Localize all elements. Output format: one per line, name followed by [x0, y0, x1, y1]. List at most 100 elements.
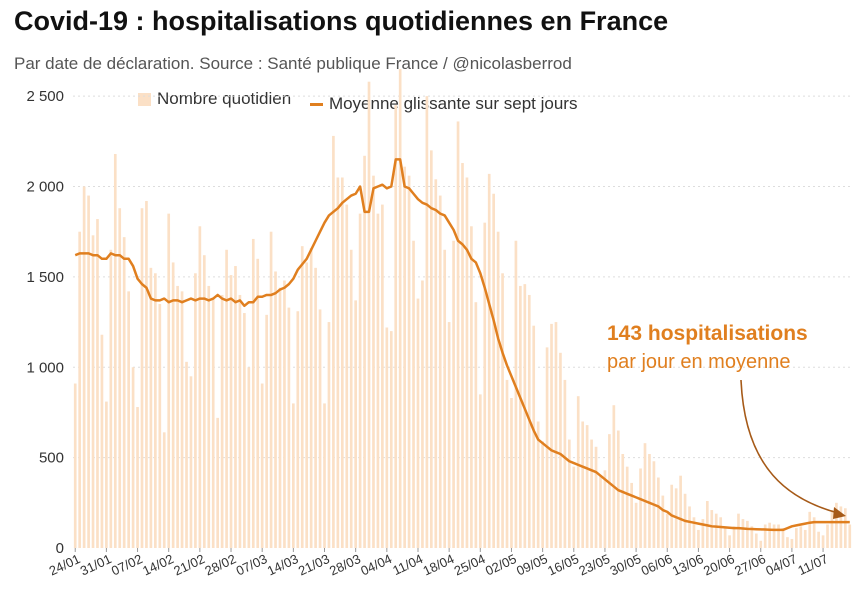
daily-bar: [732, 526, 736, 548]
x-tick-label: 11/07: [795, 551, 830, 578]
daily-bar: [416, 298, 420, 548]
annotation-arrow: [740, 379, 839, 514]
daily-bar: [679, 475, 682, 548]
daily-bar: [750, 526, 754, 548]
bar-series: [73, 69, 852, 549]
daily-bar: [826, 524, 829, 548]
daily-bar: [723, 528, 727, 548]
legend-line-swatch: [309, 102, 323, 106]
daily-bar: [554, 322, 558, 548]
daily-bar: [238, 294, 242, 548]
daily-bar: [96, 219, 99, 549]
daily-bar: [363, 155, 366, 549]
daily-bar: [300, 246, 304, 548]
daily-bar: [657, 477, 660, 548]
daily-bar: [728, 535, 731, 548]
daily-bar: [630, 482, 633, 548]
legend-label-average: Moyenne glissante sur sept jours: [328, 94, 578, 113]
daily-bar: [550, 323, 553, 548]
annotation-value: 143 hospitalisations: [607, 322, 808, 345]
daily-bar: [438, 195, 442, 548]
annotation-arrowhead: [833, 507, 846, 519]
daily-bar: [309, 247, 313, 548]
daily-bar: [73, 383, 77, 548]
daily-bar: [634, 502, 638, 548]
daily-bar: [340, 177, 344, 549]
daily-bar: [243, 313, 246, 548]
daily-bar: [354, 300, 357, 548]
daily-bar: [790, 538, 794, 548]
legend-bar-swatch: [138, 92, 151, 106]
daily-bar: [345, 204, 349, 548]
daily-bar: [621, 454, 625, 548]
daily-bar: [746, 520, 749, 548]
daily-bar: [349, 249, 353, 548]
daily-bar: [211, 298, 215, 548]
daily-bar: [207, 285, 211, 548]
daily-bar: [772, 524, 776, 548]
daily-bar: [113, 153, 117, 549]
daily-bar: [332, 135, 335, 548]
daily-bar: [167, 213, 171, 548]
daily-bar: [145, 200, 148, 549]
y-axis: 0 500 1 000 1 500 2 000 2 500: [26, 88, 64, 557]
daily-bar: [389, 331, 393, 548]
y-tick-label: 2 500: [26, 88, 64, 105]
daily-bar: [269, 231, 273, 548]
daily-bar: [140, 208, 144, 548]
daily-bar: [585, 425, 589, 548]
daily-bar: [568, 439, 571, 548]
daily-bar: [799, 526, 803, 548]
chart-subtitle: Par date de déclaration. Source : Santé …: [14, 54, 572, 73]
daily-bar: [777, 524, 780, 548]
daily-bar: [127, 291, 130, 548]
legend: Nombre quotidien Moyenne glissante sur s…: [138, 89, 591, 114]
daily-bar: [82, 186, 86, 548]
daily-bar: [358, 213, 362, 548]
legend-item-average: Moyenne glissante sur sept jours: [309, 94, 578, 114]
daily-bar: [122, 237, 126, 548]
daily-bar: [812, 517, 816, 548]
daily-bar: [456, 121, 460, 548]
daily-bar: [643, 443, 647, 548]
daily-bar: [692, 517, 696, 548]
y-tick-label: 2 000: [26, 179, 64, 196]
y-tick-label: 1 000: [26, 359, 64, 376]
daily-bar: [523, 284, 527, 548]
daily-bar: [256, 258, 260, 548]
daily-bar: [176, 285, 179, 548]
daily-bar: [795, 528, 798, 548]
daily-bar: [287, 307, 291, 548]
daily-bar: [171, 262, 175, 548]
daily-bar: [185, 361, 188, 548]
daily-bar: [100, 334, 104, 548]
chart-title: Covid-19 : hospitalisations quotidiennes…: [14, 6, 669, 36]
daily-bar: [470, 226, 473, 548]
daily-bar: [421, 280, 424, 548]
daily-bar: [247, 367, 251, 548]
daily-bar: [154, 273, 157, 548]
daily-bar: [781, 528, 785, 548]
daily-bar: [434, 179, 438, 549]
daily-bar: [296, 311, 300, 548]
daily-bar: [216, 417, 220, 548]
daily-bar: [372, 175, 375, 549]
daily-bar: [220, 294, 224, 548]
daily-bar: [260, 383, 264, 548]
daily-bar: [118, 208, 122, 548]
daily-bar: [398, 69, 402, 548]
daily-bar: [162, 432, 166, 548]
daily-bar: [808, 511, 812, 548]
daily-bar: [590, 439, 593, 548]
daily-bar: [639, 468, 642, 548]
daily-bar: [714, 513, 718, 548]
daily-bar: [461, 163, 464, 548]
daily-bar: [487, 173, 491, 548]
daily-bar: [229, 275, 233, 548]
annotation: 143 hospitalisations par jour en moyenne: [607, 322, 846, 519]
daily-bar: [625, 466, 629, 548]
daily-bar: [496, 231, 500, 548]
daily-bar: [443, 249, 447, 548]
legend-label-daily: Nombre quotidien: [157, 89, 292, 108]
